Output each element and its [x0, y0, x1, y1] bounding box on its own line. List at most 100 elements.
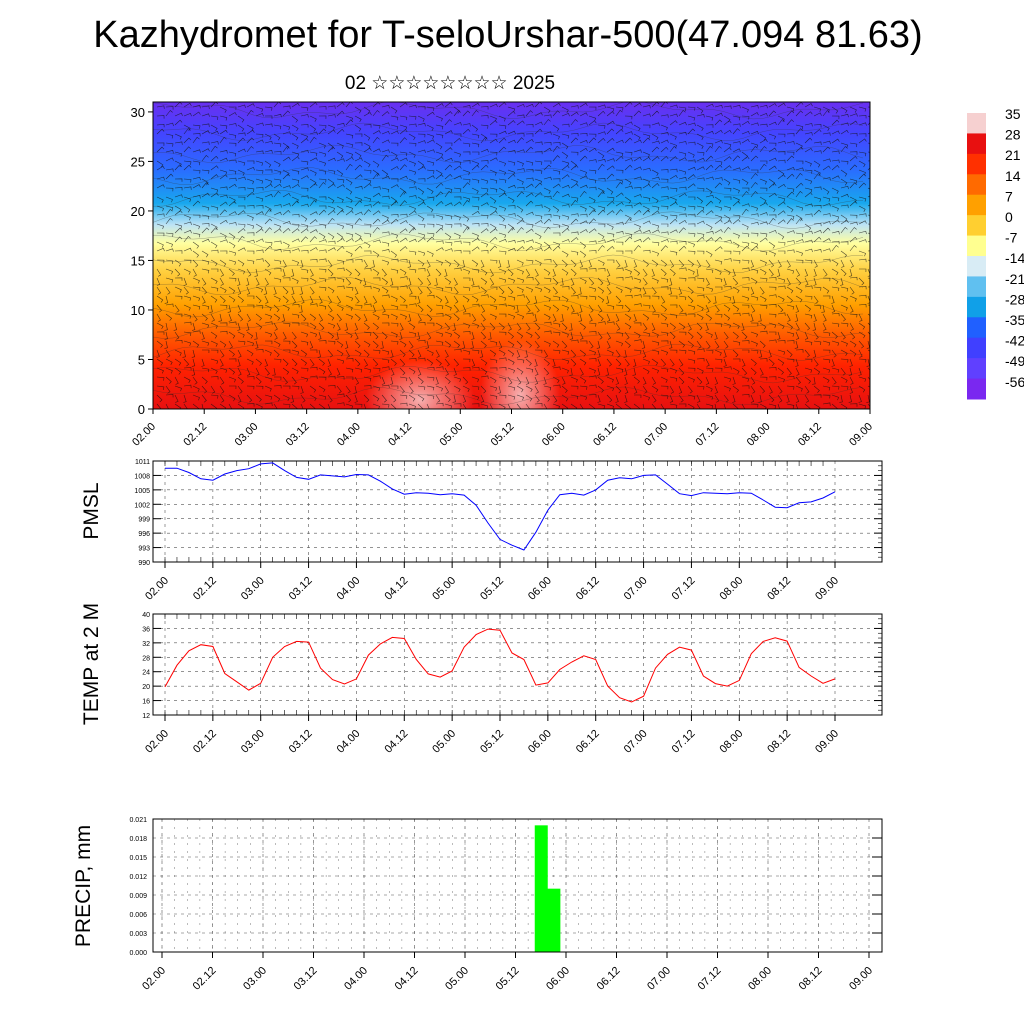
x-tick-label: 02.00	[143, 575, 171, 603]
colorbar-swatch	[967, 358, 986, 380]
warm-core	[480, 340, 560, 409]
x-tick-label: 06.00	[544, 965, 572, 993]
colorbar-label: 28	[1005, 127, 1021, 143]
contour-line	[153, 232, 864, 252]
x-tick-label: 05.00	[430, 728, 458, 756]
x-tick-label: 09.00	[813, 575, 841, 603]
x-tick-label: 09.00	[813, 728, 841, 756]
y-tick-label: 20	[142, 684, 150, 691]
colorbar-label: -42	[1005, 333, 1024, 349]
y-axis-label: PMSL	[80, 482, 103, 539]
colorbar-label: 35	[1005, 106, 1021, 122]
x-tick-label: 08.00	[717, 728, 745, 756]
colorbar-label: -28	[1005, 291, 1024, 307]
colorbar-label: 14	[1005, 168, 1021, 184]
x-tick-label: 03.00	[233, 421, 261, 449]
x-tick-label: 07.00	[642, 421, 670, 449]
x-tick-label: 08.00	[745, 421, 773, 449]
y-tick-label: 24	[142, 670, 150, 677]
x-tick-label: 06.12	[595, 965, 623, 993]
colorbar-swatch	[967, 337, 986, 359]
y-tick-label: 990	[138, 560, 150, 567]
x-tick-label: 08.00	[717, 575, 745, 603]
y-tick-label: 32	[142, 641, 150, 648]
temp-panel: 02.00 02.12 03.00 03.12 04.00 04.12 05.00 05.12…	[80, 603, 883, 756]
x-tick-label: 07.00	[645, 965, 673, 993]
x-tick-label: 09.00	[847, 965, 875, 993]
x-tick-label: 04.00	[335, 728, 363, 756]
x-tick-label: 05.12	[478, 728, 506, 756]
colorbar-swatch	[967, 194, 986, 216]
colorbar-label: -14	[1005, 250, 1024, 266]
y-tick-label: 1008	[134, 473, 150, 480]
contour-line	[153, 211, 864, 229]
x-tick-label: 05.00	[437, 421, 465, 449]
y-tick-label: 0.003	[129, 931, 147, 938]
x-tick-label: 02.12	[181, 421, 209, 449]
x-tick-label: 08.00	[746, 965, 774, 993]
y-tick-label: 10	[131, 303, 145, 318]
y-tick-label: 0.018	[129, 836, 147, 843]
x-tick-label: 07.12	[696, 965, 724, 993]
y-tick-label: 0.006	[129, 912, 147, 919]
contour-line	[153, 189, 864, 207]
x-tick-label: 08.12	[765, 728, 793, 756]
panel-frame	[152, 613, 883, 716]
x-tick-label: 08.12	[765, 575, 793, 603]
x-tick-label: 02.00	[130, 421, 158, 449]
x-tick-label: 02.00	[143, 728, 171, 756]
x-tick-label: 06.12	[574, 575, 602, 603]
y-tick-label: 40	[142, 612, 150, 619]
y-axis-label: PRECIP, mm	[72, 825, 95, 947]
x-tick-label: 02.12	[191, 575, 219, 603]
cross-section-panel: 0 5 10 15 20 25 30 02.00 02.12 03.00 03.12 04.00 04.…	[130, 101, 875, 449]
colorbar-label: 21	[1005, 147, 1021, 163]
y-tick-label: 25	[131, 154, 145, 169]
precip-bar	[547, 888, 561, 952]
contour-line	[153, 122, 864, 142]
y-tick-label: 0.015	[129, 855, 147, 862]
precip-bar	[534, 825, 548, 952]
contour-line	[153, 276, 864, 296]
y-tick-label: 36	[142, 626, 150, 633]
colorbar-label: 0	[1005, 209, 1013, 225]
x-tick-label: 02.12	[191, 965, 219, 993]
x-tick-label: 04.00	[335, 421, 363, 449]
x-tick-label: 07.12	[694, 421, 722, 449]
colorbar-swatch	[967, 215, 986, 237]
contour-line	[153, 167, 864, 186]
colorbar-swatch	[967, 174, 986, 196]
temp-series-line	[164, 628, 836, 703]
x-tick-label: 04.00	[335, 575, 363, 603]
y-tick-label: 1011	[135, 459, 150, 466]
x-tick-label: 05.00	[430, 575, 458, 603]
colorbar-label: -49	[1005, 353, 1024, 369]
y-tick-label: 28	[142, 655, 150, 662]
y-tick-label: 30	[131, 105, 145, 120]
x-tick-label: 03.12	[292, 965, 320, 993]
x-tick-label: 08.12	[796, 421, 824, 449]
x-tick-label: 02.12	[191, 728, 219, 756]
y-tick-label: 20	[131, 204, 145, 219]
contour-line	[153, 102, 864, 120]
y-tick-label: 0	[138, 402, 145, 417]
colorbar-label: -56	[1005, 374, 1024, 390]
x-tick-label: 04.12	[382, 728, 410, 756]
x-tick-label: 06.00	[526, 575, 554, 603]
panel-frame	[152, 818, 883, 953]
colorbar-label: -21	[1005, 271, 1024, 287]
contour-line	[153, 254, 864, 274]
x-tick-label: 05.12	[494, 965, 522, 993]
colorbar-swatch	[967, 235, 986, 257]
x-tick-label: 03.12	[287, 728, 315, 756]
x-tick-label: 08.12	[797, 965, 825, 993]
x-tick-label: 07.00	[622, 728, 650, 756]
wind-barbs	[156, 102, 870, 409]
colorbar-swatch	[967, 153, 986, 175]
colorbar-label: -7	[1005, 230, 1018, 246]
colorbar-swatch	[967, 256, 986, 277]
y-tick-label: 0.012	[129, 874, 147, 881]
y-tick-label: 1005	[134, 488, 150, 495]
y-tick-label: 15	[131, 253, 145, 268]
